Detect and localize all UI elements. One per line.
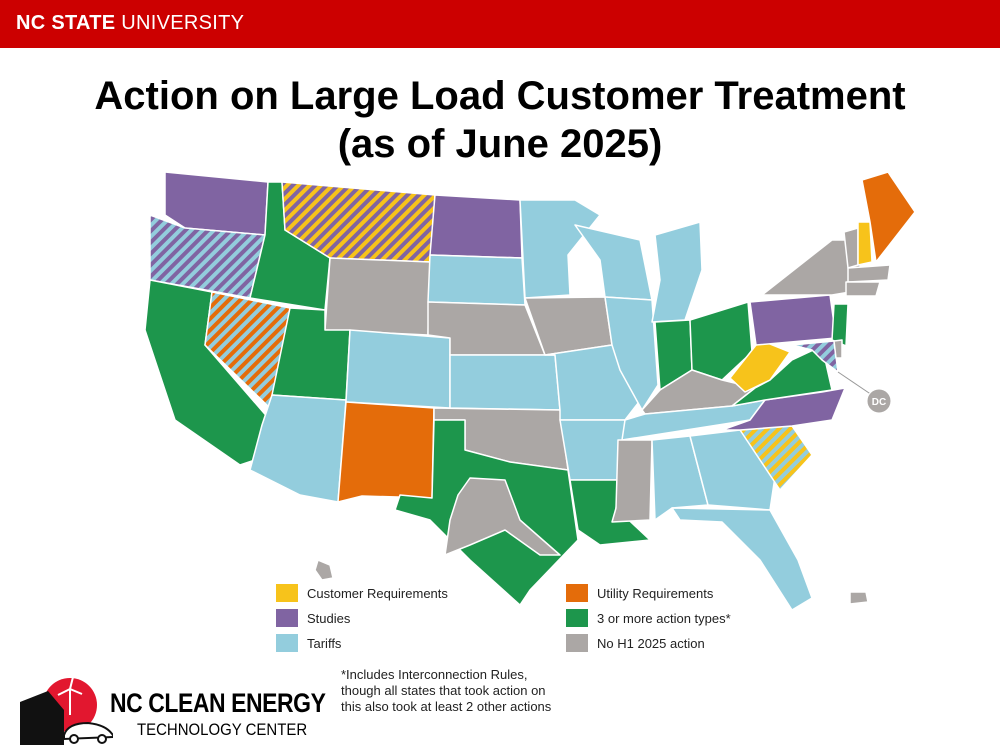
footnote: *Includes Interconnection Rules, though … (341, 667, 641, 715)
state-nj (831, 303, 849, 347)
state-hi (314, 559, 334, 581)
state-de (833, 339, 843, 359)
legend-swatch (276, 609, 298, 627)
state-nh (857, 221, 873, 266)
state-ct (845, 281, 881, 297)
top-banner: NC STATE UNIVERSITY (0, 0, 1000, 48)
state-oh (689, 301, 753, 381)
title-line-2: (as of June 2025) (337, 122, 663, 166)
dc-callout-line (837, 371, 873, 396)
footnote-line: this also took at least 2 other actions (341, 699, 552, 714)
state-nd (429, 194, 523, 259)
legend-swatch (566, 609, 588, 627)
state-mn (519, 199, 601, 299)
legend-item: Studies (276, 609, 350, 627)
state-pr (849, 591, 869, 605)
state-mi (651, 221, 703, 323)
legend-label: No H1 2025 action (597, 635, 705, 651)
legend-swatch (276, 634, 298, 652)
state-ma (847, 264, 891, 283)
legend-swatch (566, 584, 588, 602)
state-wy (324, 257, 431, 336)
title-line-1: Action on Large Load Customer Treatment (94, 74, 906, 118)
state-ms (611, 439, 653, 523)
legend-item: Tariffs (276, 634, 341, 652)
nc-clean-energy-logo-icon (20, 676, 113, 745)
legend-swatch (276, 584, 298, 602)
legend-label: Tariffs (307, 635, 342, 651)
brand-rest: UNIVERSITY (115, 12, 245, 34)
state-sd (427, 254, 526, 306)
state-co (345, 329, 451, 409)
footnote-line: though all states that took action on (341, 683, 546, 698)
state-dc (866, 388, 892, 414)
university-brand: NC STATE UNIVERSITY (16, 12, 244, 35)
state-me (861, 171, 916, 263)
legend-label: Studies (307, 610, 351, 626)
state-wi (574, 224, 653, 301)
legend-label: Customer Requirements (307, 585, 448, 601)
page-title: Action on Large Load Customer Treatment … (0, 72, 1000, 168)
legend-item: 3 or more action types* (566, 609, 731, 627)
state-nc (721, 387, 846, 431)
state-ar (559, 419, 626, 481)
legend-label: Utility Requirements (597, 585, 714, 601)
logo-title: NC CLEAN ENERGY (110, 688, 326, 718)
legend-swatch (566, 634, 588, 652)
state-al (651, 435, 709, 521)
state-az (249, 394, 347, 503)
legend-item: No H1 2025 action (566, 634, 705, 652)
legend-item: Utility Requirements (566, 584, 713, 602)
dc-label: DC (872, 397, 886, 408)
state-ks (449, 354, 561, 411)
legend-item: Customer Requirements (276, 584, 448, 602)
state-md (791, 340, 839, 373)
brand-bold: NC STATE (16, 12, 116, 34)
state-ak (444, 477, 561, 556)
footnote-line: *Includes Interconnection Rules, (341, 667, 528, 682)
state-fl (671, 507, 813, 611)
legend-label: 3 or more action types* (597, 610, 731, 626)
state-nm (337, 401, 435, 503)
logo-subtitle: TECHNOLOGY CENTER (137, 720, 308, 739)
state-pa (749, 294, 837, 346)
state-wv (729, 339, 791, 393)
